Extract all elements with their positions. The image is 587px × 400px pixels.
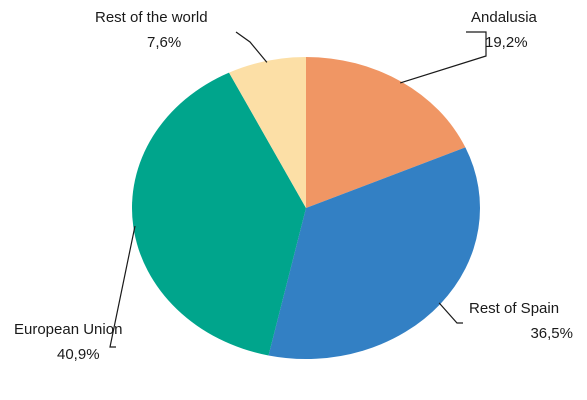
slice-value-rest-of-spain: 36,5% bbox=[530, 325, 573, 342]
leader-line-andalusia bbox=[400, 31, 487, 84]
pie-slice-andalusia bbox=[306, 57, 466, 208]
leader-line-rest-of-the-world bbox=[235, 31, 268, 63]
slice-label-andalusia: Andalusia bbox=[471, 9, 538, 26]
slice-label-rest-of-spain: Rest of Spain bbox=[469, 300, 559, 317]
pie-slice-european-union bbox=[131, 72, 306, 356]
pie-slice-rest-of-the-world bbox=[229, 57, 306, 208]
slice-value-european-union: 40,9% bbox=[57, 346, 100, 363]
pie-slices bbox=[131, 57, 481, 360]
leader-lines bbox=[109, 31, 487, 348]
slice-label-rest-of-the-world: Rest of the world bbox=[95, 9, 208, 26]
leader-line-rest-of-spain bbox=[438, 302, 463, 324]
slice-label-european-union: European Union bbox=[14, 321, 122, 338]
leader-line-european-union bbox=[109, 225, 136, 348]
slice-value-rest-of-the-world: 7,6% bbox=[147, 34, 181, 51]
pie-slice-rest-of-spain bbox=[268, 147, 481, 360]
slice-value-andalusia: 19,2% bbox=[485, 34, 528, 51]
